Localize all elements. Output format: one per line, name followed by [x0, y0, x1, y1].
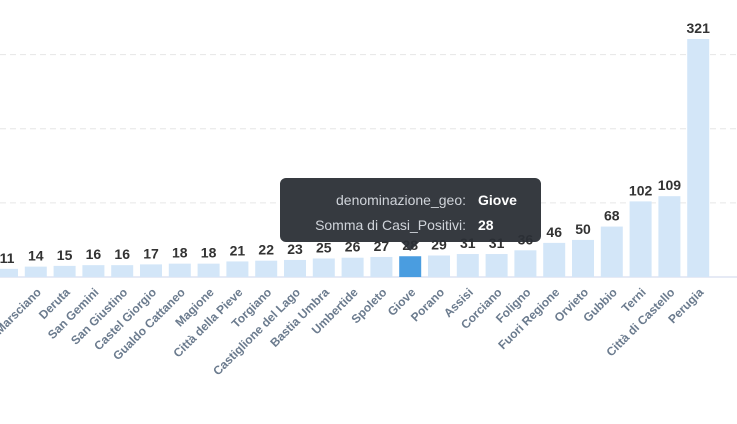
value-label: 18: [201, 245, 217, 261]
bar: [255, 260, 278, 277]
bar: [658, 196, 681, 277]
bar: [24, 266, 47, 277]
bar: [629, 201, 652, 277]
bar: [514, 250, 537, 277]
bar: [687, 39, 710, 277]
value-label: 16: [114, 246, 130, 262]
tooltip-value: Giove: [478, 192, 517, 208]
value-label: 18: [172, 245, 188, 261]
value-label: 46: [546, 224, 562, 240]
bar: [485, 254, 508, 277]
bar: [140, 264, 162, 277]
bar: [341, 257, 364, 277]
value-label: 16: [86, 246, 102, 262]
value-label: 15: [57, 247, 73, 263]
bar: [456, 254, 479, 277]
value-label: 11: [0, 250, 15, 266]
bar: [111, 265, 134, 277]
value-label: 26: [345, 239, 361, 255]
bar: [168, 263, 191, 277]
value-label: 50: [575, 221, 591, 237]
value-label: 14: [28, 248, 44, 264]
bar: [197, 263, 220, 277]
bar: [428, 255, 450, 277]
value-label: 109: [658, 177, 682, 193]
bar: [370, 256, 393, 277]
tooltip-box: [280, 178, 541, 251]
value-label: 21: [230, 242, 246, 258]
tooltip-value: 28: [478, 217, 494, 233]
bar: [399, 256, 422, 277]
bar: [600, 226, 623, 277]
bar: [53, 265, 76, 277]
bar: [226, 261, 249, 277]
bar: [572, 239, 594, 277]
value-label: 22: [258, 242, 274, 258]
value-label: 102: [629, 182, 653, 198]
value-label: 68: [604, 208, 620, 224]
bar: [543, 242, 566, 277]
value-label: 25: [316, 239, 332, 255]
tooltip-key: denominazione_geo:: [336, 192, 466, 208]
bar: [0, 268, 18, 277]
value-label: 321: [687, 20, 711, 36]
value-label: 17: [143, 245, 159, 261]
tooltip: denominazione_geo: Giove Somma di Casi_Pos…: [280, 178, 541, 251]
value-label: 23: [287, 241, 303, 257]
bar: [82, 265, 105, 277]
tooltip-key: Somma di Casi_Positivi:: [315, 217, 466, 233]
bar: [284, 259, 306, 277]
bar: [312, 258, 335, 277]
